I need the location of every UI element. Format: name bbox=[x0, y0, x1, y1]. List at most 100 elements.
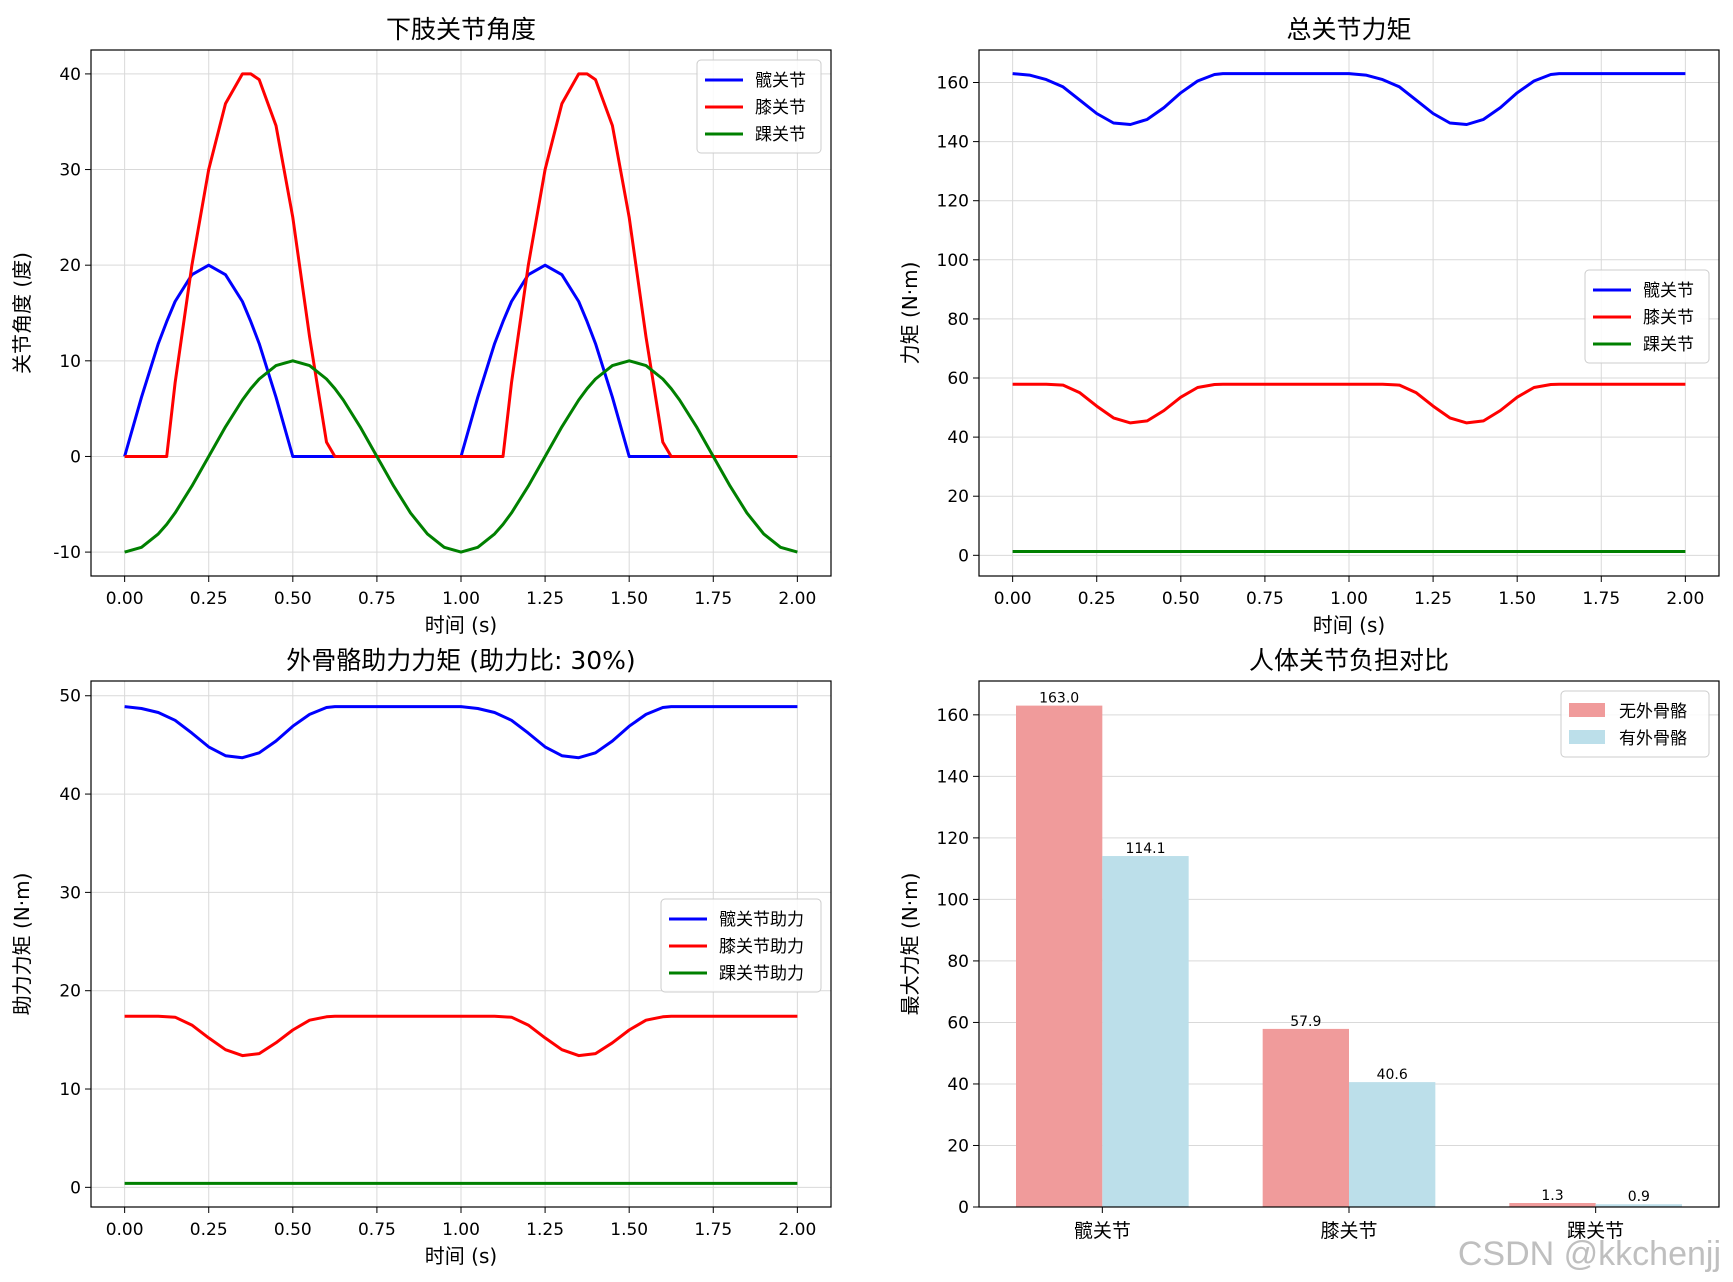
y-tick-label: 100 bbox=[937, 251, 969, 271]
x-tick-label: 1.25 bbox=[526, 1220, 564, 1240]
bar-value-label: 57.9 bbox=[1290, 1014, 1321, 1030]
y-tick-label: 40 bbox=[59, 785, 81, 805]
y-tick-label: 160 bbox=[937, 74, 969, 94]
y-tick-label: 120 bbox=[937, 192, 969, 212]
x-tick-label: 0.75 bbox=[1246, 589, 1284, 609]
y-tick-label: 60 bbox=[947, 1013, 969, 1033]
x-tick-label: 1.75 bbox=[1582, 589, 1620, 609]
y-tick-label: 120 bbox=[937, 829, 969, 849]
tick-labels: 0 10 20 30 40 50 0.00 0.25 0.50 0.75 1.00 1.25 1.50 1… bbox=[59, 687, 816, 1240]
grid bbox=[979, 50, 1719, 576]
legend-label: 踝关节 bbox=[1643, 335, 1694, 355]
tick-labels: -10 0 10 20 30 40 0.00 0.25 0.50 0.75 1.00 1.25 1.50… bbox=[53, 65, 816, 609]
bar-value-label: 40.6 bbox=[1377, 1067, 1408, 1083]
chart-title: 下肢关节角度 bbox=[386, 15, 536, 44]
x-tick-label: 1.75 bbox=[694, 1220, 732, 1240]
chart-panel-2: 0 20 40 60 80 100 120 140 160 0.00 0.25 0.50 0.75 1.0… bbox=[898, 15, 1720, 637]
y-axis-label: 力矩 (N·m) bbox=[898, 262, 922, 365]
x-tick-label: 1.00 bbox=[442, 589, 480, 609]
tick-labels: 0 20 40 60 80 100 120 140 160 髋关节 膝关节 踝关节 bbox=[937, 706, 1625, 1242]
y-tick-label: 50 bbox=[59, 687, 81, 707]
y-tick-label: 100 bbox=[937, 890, 969, 910]
x-tick-label: 0.25 bbox=[190, 589, 228, 609]
x-tick-label: 踝关节 bbox=[1567, 1220, 1624, 1242]
y-tick-label: 40 bbox=[59, 65, 81, 85]
axes-frame bbox=[90, 49, 832, 577]
bar-1-2 bbox=[1262, 1028, 1349, 1207]
bar-2-2 bbox=[1349, 1082, 1436, 1207]
chart-panel-1: -10 0 10 20 30 40 0.00 0.25 0.50 0.75 1.00 1.25 1.50… bbox=[10, 15, 832, 637]
x-tick-label: 1.50 bbox=[1498, 589, 1536, 609]
y-tick-label: 20 bbox=[59, 982, 81, 1002]
chart-panel-4: 0 20 40 60 80 100 120 140 160 髋关节 膝关节 踝关节 163.0 114.1… bbox=[898, 646, 1720, 1242]
x-tick-label: 0.25 bbox=[190, 1220, 228, 1240]
chart-title: 总关节力矩 bbox=[1286, 15, 1411, 44]
chart-panel-3: 0 10 20 30 40 50 0.00 0.25 0.50 0.75 1.00 1.25 1.50 1… bbox=[10, 646, 832, 1268]
legend-frame bbox=[1584, 269, 1710, 364]
bar-value-label: 114.1 bbox=[1125, 841, 1165, 857]
x-tick-label: 1.00 bbox=[442, 1220, 480, 1240]
x-axis-label: 时间 (s) bbox=[1313, 613, 1385, 637]
legend-label: 踝关节 bbox=[755, 125, 806, 145]
legend-label: 膝关节助力 bbox=[719, 937, 804, 957]
x-tick-label: 0.00 bbox=[106, 589, 144, 609]
legend-label: 膝关节 bbox=[1643, 308, 1694, 328]
y-tick-label: 20 bbox=[59, 256, 81, 276]
y-tick-label: 0 bbox=[958, 546, 969, 566]
x-tick-label: 0.50 bbox=[274, 589, 312, 609]
legend-swatch bbox=[1569, 703, 1605, 717]
legend-label: 有外骨骼 bbox=[1619, 729, 1687, 749]
x-tick-label: 2.00 bbox=[778, 589, 816, 609]
axes-frame bbox=[978, 680, 1720, 1208]
legend-swatch bbox=[1569, 730, 1605, 744]
series-line-1 bbox=[124, 705, 798, 760]
x-tick-label: 1.25 bbox=[1414, 589, 1452, 609]
x-tick-label: 1.50 bbox=[610, 589, 648, 609]
legend-label: 髋关节助力 bbox=[719, 910, 804, 930]
watermark: CSDN @kkchenjj bbox=[1457, 1235, 1721, 1273]
y-tick-label: 20 bbox=[947, 487, 969, 507]
bar-1-3 bbox=[1509, 1203, 1596, 1207]
y-tick-label: 0 bbox=[70, 1178, 81, 1198]
y-tick-label: 20 bbox=[947, 1136, 969, 1156]
y-tick-label: 0 bbox=[958, 1198, 969, 1218]
x-tick-label: 髋关节 bbox=[1074, 1220, 1131, 1242]
series-line-2 bbox=[124, 72, 798, 458]
y-tick-label: -10 bbox=[53, 543, 81, 563]
axes-frame bbox=[90, 680, 832, 1208]
x-tick-label: 0.00 bbox=[994, 589, 1032, 609]
axes-frame bbox=[978, 49, 1720, 577]
x-tick-label: 1.75 bbox=[694, 589, 732, 609]
x-tick-label: 0.50 bbox=[1162, 589, 1200, 609]
bar-1-1 bbox=[1016, 705, 1103, 1207]
y-tick-label: 140 bbox=[937, 133, 969, 153]
y-tick-label: 80 bbox=[947, 310, 969, 330]
legend-label: 无外骨骼 bbox=[1619, 702, 1687, 722]
series-line-3 bbox=[124, 359, 798, 554]
y-tick-label: 140 bbox=[937, 767, 969, 787]
series-line-1 bbox=[1012, 72, 1686, 126]
x-tick-label: 膝关节 bbox=[1320, 1220, 1377, 1242]
bar-value-label: 163.0 bbox=[1039, 691, 1079, 707]
x-tick-label: 1.25 bbox=[526, 589, 564, 609]
x-tick-label: 0.00 bbox=[106, 1220, 144, 1240]
x-tick-label: 2.00 bbox=[1666, 589, 1704, 609]
x-tick-label: 1.50 bbox=[610, 1220, 648, 1240]
x-tick-label: 0.75 bbox=[358, 1220, 396, 1240]
y-tick-label: 10 bbox=[59, 1080, 81, 1100]
y-tick-label: 0 bbox=[70, 447, 81, 467]
legend-label: 髋关节 bbox=[755, 71, 806, 91]
y-tick-label: 60 bbox=[947, 369, 969, 389]
legend-frame bbox=[660, 898, 822, 993]
x-tick-label: 0.25 bbox=[1078, 589, 1116, 609]
y-tick-label: 40 bbox=[947, 428, 969, 448]
legend-label: 踝关节助力 bbox=[719, 964, 804, 984]
bar-value-label: 1.3 bbox=[1541, 1188, 1563, 1204]
y-axis-label: 关节角度 (度) bbox=[10, 252, 34, 374]
x-tick-label: 0.50 bbox=[274, 1220, 312, 1240]
y-tick-label: 10 bbox=[59, 352, 81, 372]
y-tick-label: 30 bbox=[59, 883, 81, 903]
legend-label: 髋关节 bbox=[1643, 281, 1694, 301]
